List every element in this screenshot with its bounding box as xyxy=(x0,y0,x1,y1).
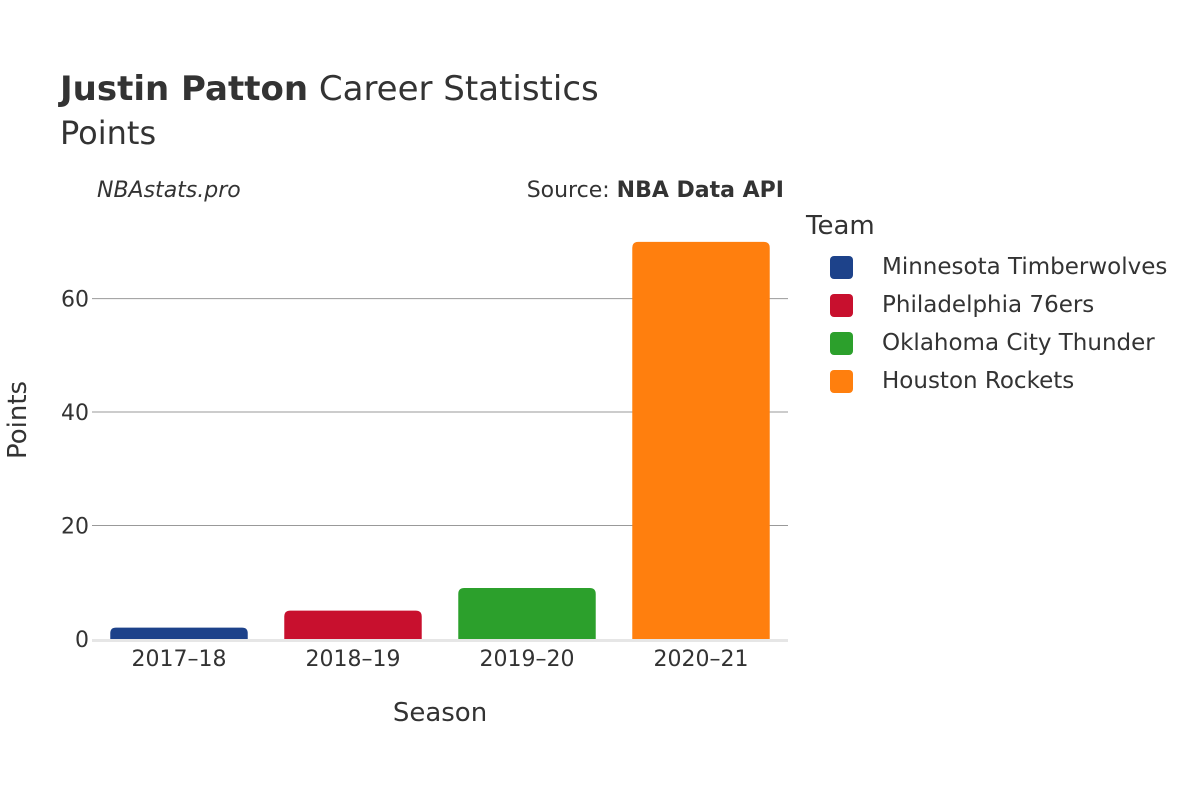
y-tick-label-2: 40 xyxy=(61,401,89,426)
bars xyxy=(110,241,770,639)
x-tick-labels: 2017–18 2018–19 2019–20 2020–21 xyxy=(132,647,749,672)
legend-swatch xyxy=(830,331,853,355)
legend-item-3[interactable]: Houston Rockets xyxy=(806,362,1167,400)
y-tick-labels: 0 20 40 60 xyxy=(61,288,89,653)
x-tick-label-0: 2017–18 xyxy=(132,647,227,672)
source-name: NBA Data API xyxy=(616,178,784,203)
legend-items: Minnesota Timberwolves Philadelphia 76ers… xyxy=(806,248,1167,400)
x-tick-label-3: 2020–21 xyxy=(654,647,749,672)
bar-2018–19[interactable] xyxy=(284,610,422,639)
bar-2020–21[interactable] xyxy=(632,241,770,639)
bar-2019–20[interactable] xyxy=(458,587,596,639)
legend-swatch xyxy=(830,255,853,279)
y-tick-label-1: 20 xyxy=(61,515,89,540)
legend-label: Oklahoma City Thunder xyxy=(882,330,1155,356)
legend-label: Philadelphia 76ers xyxy=(882,292,1095,318)
y-axis-label: Points xyxy=(3,381,33,459)
legend: Team Minnesota Timberwolves Philadelphia … xyxy=(806,208,1167,400)
site-credit: NBAstats.pro xyxy=(97,178,241,203)
legend-title: Team xyxy=(806,211,875,241)
x-tick-label-2: 2019–20 xyxy=(480,647,575,672)
x-tick-label-1: 2018–19 xyxy=(306,647,401,672)
player-name: Justin Patton xyxy=(60,69,309,109)
title-rest: Career Statistics xyxy=(318,69,599,109)
x-axis-label: Season xyxy=(393,698,487,728)
bar-2017–18[interactable] xyxy=(110,627,248,639)
chart-subtitle: Points xyxy=(60,114,157,152)
legend-swatch xyxy=(830,369,853,393)
legend-item-1[interactable]: Philadelphia 76ers xyxy=(806,286,1167,324)
legend-label: Houston Rockets xyxy=(882,368,1075,394)
legend-item-0[interactable]: Minnesota Timberwolves xyxy=(806,248,1167,286)
legend-label: Minnesota Timberwolves xyxy=(882,254,1168,280)
source-credit: Source: NBA Data API xyxy=(527,178,784,203)
legend-item-2[interactable]: Oklahoma City Thunder xyxy=(806,324,1167,362)
y-tick-label-3: 60 xyxy=(61,288,89,313)
y-tick-label-0: 0 xyxy=(75,628,89,653)
chart-title: Justin Patton Career Statistics xyxy=(60,68,599,110)
legend-swatch xyxy=(830,293,853,317)
source-prefix: Source: xyxy=(526,178,617,203)
